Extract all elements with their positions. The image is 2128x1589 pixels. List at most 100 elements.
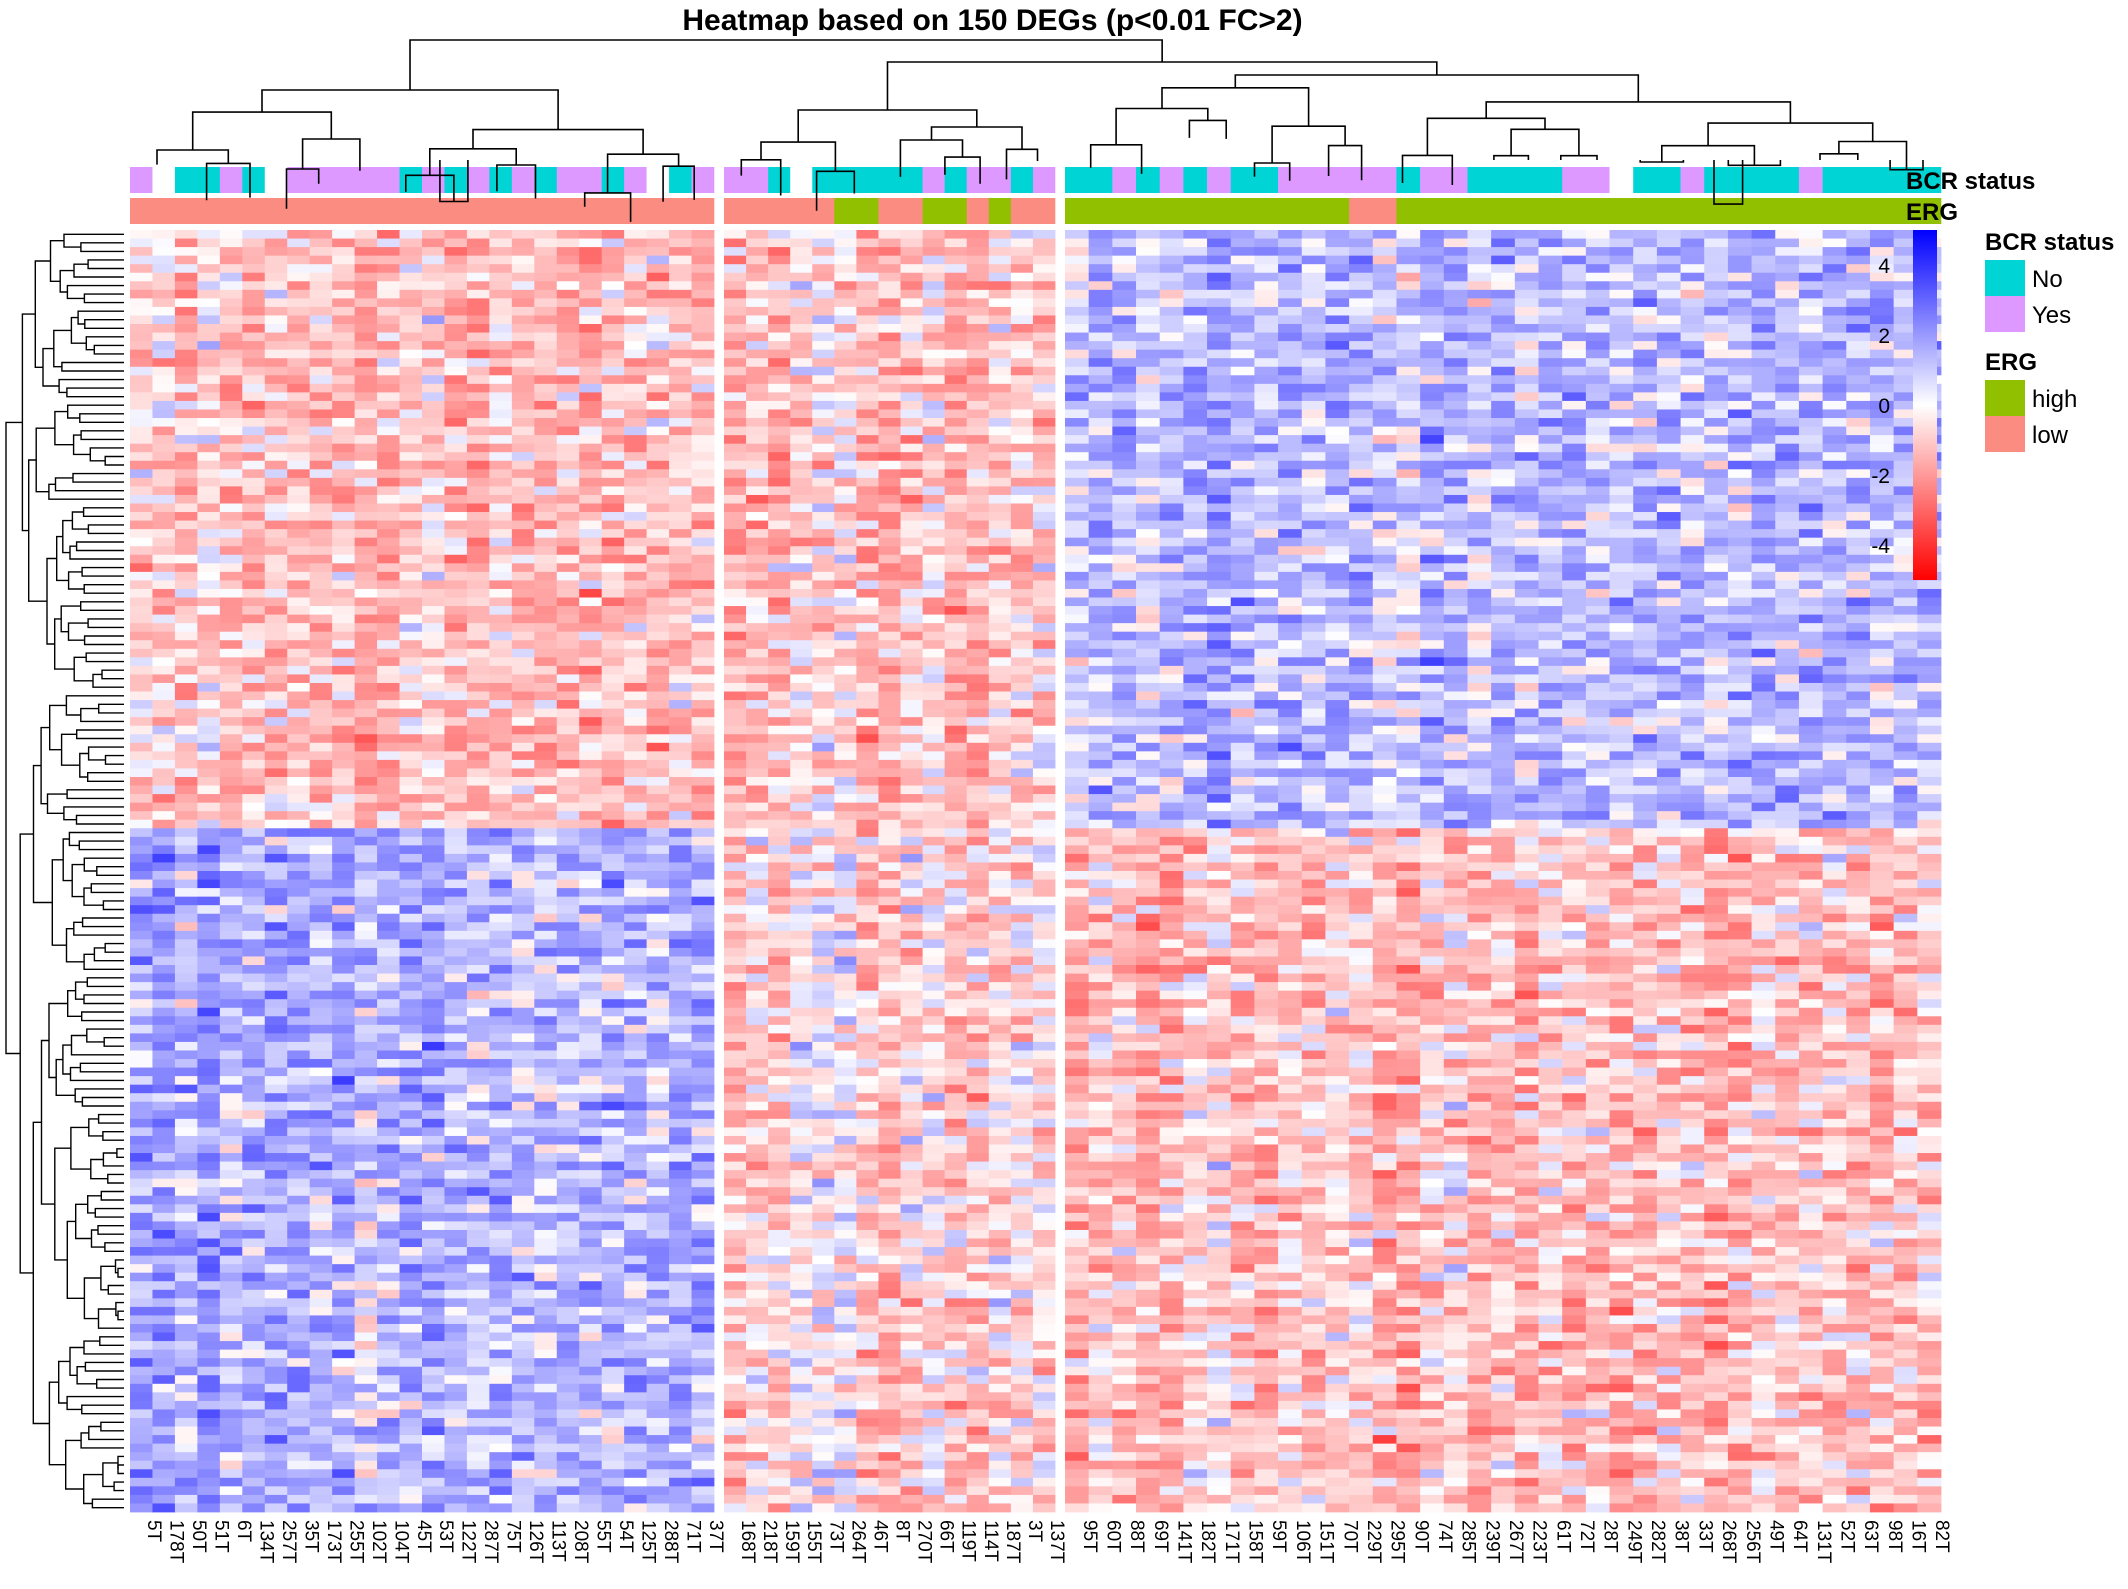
heatmap-cell (511, 1409, 535, 1419)
heatmap-cell (768, 1323, 791, 1333)
heatmap-cell (242, 922, 266, 932)
heatmap-cell (790, 1503, 813, 1513)
heatmap-cell (601, 665, 625, 675)
heatmap-cell (534, 1503, 558, 1513)
heatmap-cell (197, 1033, 221, 1043)
heatmap-cell (646, 691, 670, 701)
heatmap-cell (422, 571, 445, 581)
heatmap-cell (834, 1067, 857, 1077)
heatmap-cell (579, 1469, 603, 1479)
heatmap-cell (399, 1366, 423, 1376)
heatmap-cell (444, 879, 468, 889)
heatmap-cell (489, 947, 513, 957)
heatmap-cell (834, 1366, 857, 1376)
heatmap-cell (332, 734, 356, 744)
heatmap-cell (878, 358, 901, 368)
heatmap-cell (219, 1366, 243, 1376)
heatmap-cell (768, 306, 791, 316)
heatmap-cell (768, 1289, 791, 1299)
heatmap-cell (309, 1383, 333, 1393)
heatmap-cell (377, 1383, 400, 1393)
heatmap-cell (511, 930, 535, 940)
heatmap-cell (691, 1195, 715, 1205)
heatmap-cell (219, 1298, 243, 1308)
heatmap-cell (489, 1084, 513, 1094)
heatmap-cell (534, 1383, 558, 1393)
heatmap-cell (746, 469, 769, 479)
heatmap-cell (466, 742, 490, 752)
heatmap-cell (197, 426, 221, 436)
heatmap-cell (219, 1392, 243, 1402)
heatmap-cell (422, 272, 445, 282)
heatmap-cell (856, 853, 879, 863)
heatmap-cell (601, 1272, 625, 1282)
heatmap-cell (174, 366, 198, 376)
heatmap-cell (309, 1400, 333, 1410)
heatmap-cell (691, 742, 715, 752)
heatmap-cell (152, 691, 176, 701)
heatmap-cell (354, 614, 378, 624)
heatmap-cell (724, 1315, 747, 1325)
heatmap-cell (489, 956, 513, 966)
heatmap-cell (624, 255, 648, 265)
heatmap-cell (466, 1212, 490, 1222)
heatmap-cell (646, 1469, 670, 1479)
heatmap-cell (834, 452, 857, 462)
heatmap-cell (768, 1076, 791, 1086)
heatmap-cell (834, 939, 857, 949)
heatmap-cell (377, 1016, 400, 1026)
heatmap-cell (768, 494, 791, 504)
heatmap-cell (489, 392, 513, 402)
heatmap-cell (466, 845, 490, 855)
heatmap-cell (287, 1460, 311, 1470)
heatmap-cell (790, 400, 813, 410)
heatmap-cell (287, 281, 311, 291)
heatmap-cell (834, 640, 857, 650)
heatmap-cell (444, 939, 468, 949)
heatmap-cell (309, 1110, 333, 1120)
heatmap-cell (264, 1110, 288, 1120)
heatmap-cell (790, 1110, 813, 1120)
heatmap-cell (534, 349, 558, 359)
heatmap-cell (511, 255, 535, 265)
heatmap-cell (489, 1144, 513, 1154)
heatmap-cell (309, 512, 333, 521)
heatmap-cell (812, 1417, 835, 1427)
heatmap-cell (746, 1221, 769, 1231)
heatmap-cell (768, 606, 791, 615)
heatmap-cell (264, 1059, 288, 1068)
heatmap-cell (197, 1170, 221, 1180)
heatmap-cell (197, 563, 221, 573)
heatmap-cell (624, 742, 648, 752)
heatmap-cell (691, 674, 715, 684)
heatmap-cell (219, 922, 243, 932)
heatmap-cell (511, 879, 535, 889)
heatmap-cell (332, 1127, 356, 1137)
heatmap-cell (601, 1298, 625, 1308)
heatmap-cell (332, 759, 356, 769)
heatmap-cell (856, 794, 879, 804)
heatmap-cell (724, 1477, 747, 1487)
heatmap-cell (878, 537, 901, 547)
heatmap-cell (812, 1118, 835, 1128)
heatmap-cell (422, 1486, 445, 1496)
heatmap-cell (579, 674, 603, 684)
heatmap-cell (834, 1178, 857, 1188)
heatmap-cell (219, 640, 243, 650)
heatmap-cell (834, 1212, 857, 1222)
heatmap-cell (377, 1050, 400, 1060)
heatmap-cell (354, 1101, 378, 1111)
heatmap-cell (856, 349, 879, 359)
heatmap-cell (444, 1272, 468, 1282)
heatmap-cell (354, 1323, 378, 1333)
heatmap-cell (309, 272, 333, 282)
heatmap-cell (197, 657, 221, 667)
heatmap-cell (197, 990, 221, 1000)
heatmap-cell (197, 1212, 221, 1222)
heatmap-cell (332, 682, 356, 692)
heatmap-cell (511, 1127, 535, 1137)
heatmap-cell (174, 776, 198, 786)
heatmap-cell (856, 1452, 879, 1462)
heatmap-cell (834, 1016, 857, 1026)
heatmap-cell (746, 537, 769, 547)
